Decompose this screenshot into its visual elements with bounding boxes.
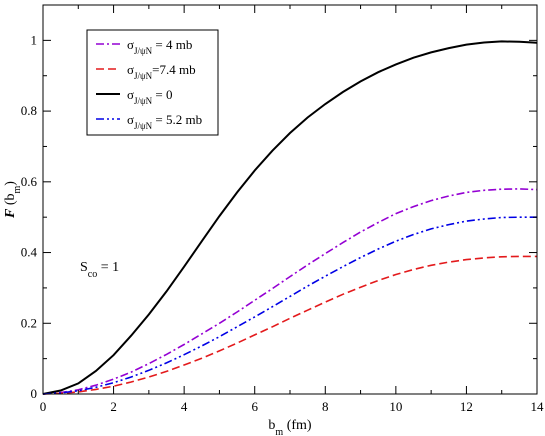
legend-label-sub: J/ψN bbox=[134, 46, 153, 56]
legend-label-1: σJ/ψN = 4 mb bbox=[127, 37, 192, 56]
legend-label-sub: J/ψN bbox=[134, 71, 153, 81]
y-axis-label-open: (b bbox=[3, 193, 18, 208]
legend-label-rest: =7.4 mb bbox=[152, 62, 195, 77]
y-tick-label: 0 bbox=[31, 386, 38, 401]
series-line-2 bbox=[42, 255, 537, 395]
x-tick-label: 10 bbox=[389, 399, 402, 414]
x-axis-label: bm (fm) bbox=[268, 418, 311, 436]
legend-label-sub: J/ψN bbox=[134, 96, 153, 106]
annotation-sco: Sco = 1 bbox=[80, 260, 119, 280]
x-tick-label: 2 bbox=[110, 399, 117, 414]
x-tick-label: 6 bbox=[251, 399, 258, 414]
y-axis-label-close: ) bbox=[3, 181, 18, 186]
x-tick-label: 14 bbox=[531, 399, 545, 414]
y-axis-label-main: F bbox=[3, 208, 18, 219]
y-tick-label: 0.4 bbox=[21, 245, 38, 260]
legend-label-symbol: σ bbox=[127, 112, 134, 127]
legend-label-symbol: σ bbox=[127, 37, 134, 52]
legend-label-3: σJ/ψN = 0 bbox=[127, 87, 173, 106]
series-line-3 bbox=[42, 40, 538, 395]
y-axis-label: F (bm) bbox=[3, 181, 23, 219]
legend-label-rest: = 4 mb bbox=[152, 37, 192, 52]
x-axis-label-unit: (fm) bbox=[283, 418, 312, 433]
series-line-4 bbox=[42, 216, 537, 395]
y-tick-label: 0.6 bbox=[21, 174, 38, 189]
x-axis-label-main: b bbox=[268, 418, 275, 433]
annotation-main: S bbox=[80, 260, 88, 275]
legend-label-symbol: σ bbox=[127, 62, 134, 77]
curves-group bbox=[42, 40, 538, 395]
annotation-sub: co bbox=[88, 269, 97, 280]
legend-label-symbol: σ bbox=[127, 87, 134, 102]
y-axis-label-sub: m bbox=[12, 185, 23, 193]
x-tick-label: 8 bbox=[322, 399, 329, 414]
legend-label-rest: = 0 bbox=[152, 87, 172, 102]
x-tick-label: 4 bbox=[181, 399, 188, 414]
x-tick-label: 12 bbox=[460, 399, 473, 414]
legend-box bbox=[86, 29, 219, 136]
legend-label-2: σJ/ψN=7.4 mb bbox=[127, 62, 196, 81]
legend-label-4: σJ/ψN = 5.2 mb bbox=[127, 112, 202, 131]
y-tick-label: 0.8 bbox=[21, 103, 37, 118]
series-line-1 bbox=[42, 188, 538, 395]
axis-tick-labels: 0 2 4 6 8 10 12 14 0 0.2 0.4 0.6 0.8 1 bbox=[21, 32, 544, 414]
legend-label-sub: J/ψN bbox=[134, 121, 153, 131]
y-tick-label: 1 bbox=[31, 32, 38, 47]
x-axis-label-sub: m bbox=[275, 427, 283, 436]
x-tick-label: 0 bbox=[40, 399, 47, 414]
annotation-rest: = 1 bbox=[97, 260, 119, 275]
y-tick-label: 0.2 bbox=[21, 315, 37, 330]
axis-ticks bbox=[42, 4, 538, 395]
legend-label-rest: = 5.2 mb bbox=[152, 112, 202, 127]
